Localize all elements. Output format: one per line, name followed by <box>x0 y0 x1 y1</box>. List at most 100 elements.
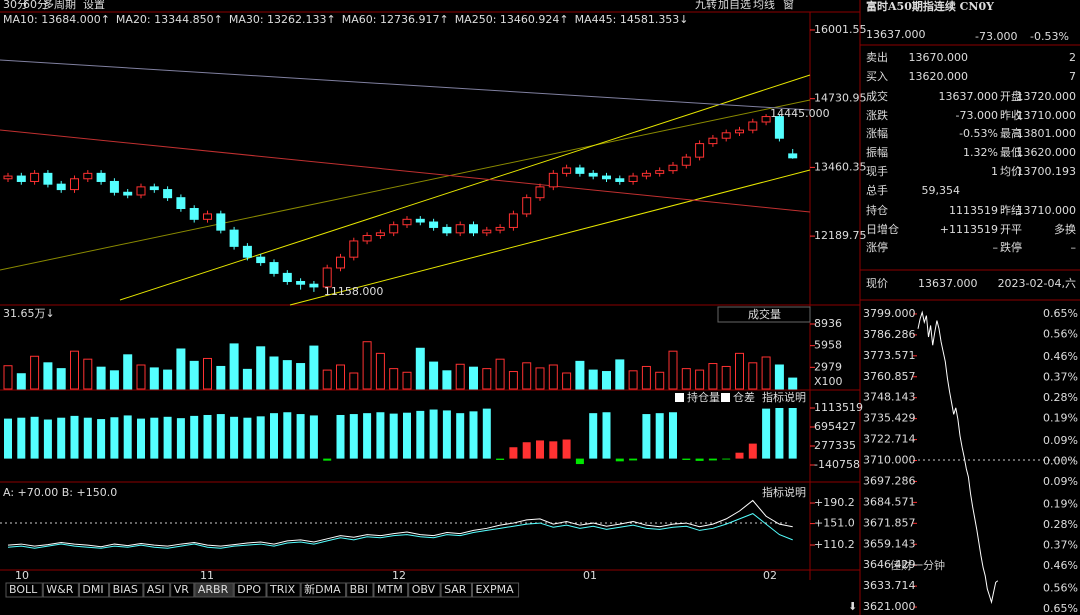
toolbar-button[interactable]: 60分 <box>23 0 48 11</box>
tab-frame[interactable] <box>170 582 195 598</box>
download-icon[interactable]: ⬇ <box>848 600 857 613</box>
oi-bar <box>735 452 744 459</box>
quote-cell: 13700.193 <box>1017 165 1077 178</box>
indicator-tab[interactable]: ASI <box>147 583 165 596</box>
tab-frame[interactable] <box>266 582 301 598</box>
tab-frame[interactable] <box>78 582 110 598</box>
quote-title: 富时A50期指连续 CN0Y <box>866 0 994 13</box>
volume-bar <box>296 363 306 390</box>
toolbar-button[interactable]: 九转 <box>695 0 717 11</box>
quote-cell: 13670.000 <box>909 51 969 64</box>
tab-frame[interactable] <box>194 582 234 598</box>
intraday-label: 现价 <box>866 277 888 290</box>
quote-cell: +1113519 <box>940 223 998 236</box>
toolbar-button[interactable]: 均线 <box>753 0 775 11</box>
y2-tick-label: 0.46% <box>1043 559 1078 572</box>
y-tick-label: -140758 <box>814 458 860 471</box>
y-tick-label: 3697.286 <box>863 474 916 487</box>
volume-bar <box>721 365 731 390</box>
candle-body <box>229 229 239 247</box>
checkbox[interactable] <box>721 393 730 402</box>
candle-body <box>482 229 492 234</box>
candle-body <box>442 226 452 234</box>
candle-body <box>176 197 186 210</box>
tab-frame[interactable] <box>408 582 441 598</box>
quote-cell: 13720.000 <box>1017 90 1077 103</box>
toolbar-button[interactable]: 多周期 <box>43 0 76 11</box>
volume-bar <box>469 366 478 390</box>
y-tick-label: 3710.000 <box>863 454 916 467</box>
checkbox-label[interactable]: 仓差 <box>733 390 755 404</box>
volume-bar <box>189 360 199 390</box>
indicator-tab[interactable]: DMI <box>82 583 103 596</box>
volume-bar <box>748 362 758 390</box>
oi-bar <box>536 440 544 459</box>
low-label: 11158.000 <box>324 285 384 298</box>
toolbar-button[interactable]: 30分 <box>3 0 28 11</box>
candle-body <box>548 172 558 188</box>
indicator-tab[interactable]: SAR <box>444 583 467 596</box>
tab-frame[interactable] <box>233 582 267 598</box>
toolbar-button[interactable]: 窗 <box>783 0 794 11</box>
volume-bar <box>548 364 558 390</box>
ma-legend: MA60: 12736.917↑ <box>342 13 449 26</box>
oi-bar <box>17 417 26 459</box>
toolbar-button[interactable]: 设置 <box>83 0 105 11</box>
volume-bar <box>429 361 439 390</box>
oi-bar <box>509 447 518 459</box>
indicator-params: A: +70.00 B: +150.0 <box>3 486 117 499</box>
volume-bar <box>402 371 412 390</box>
candle-body <box>575 167 585 174</box>
indicator-tab[interactable]: OBV <box>412 583 436 596</box>
indicator-tab[interactable]: 新DMA <box>304 582 341 596</box>
volume-bar <box>761 356 771 390</box>
oi-bar <box>203 414 212 459</box>
candle-body <box>30 172 40 182</box>
candle-body <box>83 172 93 180</box>
y2-tick-label: 0.28% <box>1043 518 1078 531</box>
y-tick-label: 3773.571 <box>863 349 916 362</box>
toolbar-button[interactable]: 加自选 <box>718 0 751 11</box>
indicator-tab[interactable]: DPO <box>237 583 261 596</box>
quote-cell: 振幅 <box>866 145 888 159</box>
indicator-tab[interactable]: MTM <box>377 583 403 596</box>
indicator-tab[interactable]: BIAS <box>113 583 138 596</box>
candle-body <box>163 189 173 199</box>
tab-frame[interactable] <box>471 582 520 598</box>
candle-body <box>415 218 425 223</box>
oi-bar <box>748 443 757 459</box>
tab-frame[interactable] <box>440 582 472 598</box>
indicator-select-label[interactable]: 成交量 <box>748 307 781 321</box>
tab-frame[interactable] <box>300 582 347 598</box>
oi-bar <box>336 414 345 459</box>
indicator-tab[interactable]: EXPMA <box>475 583 514 596</box>
y2-tick-label: 0.65% <box>1043 602 1078 615</box>
checkbox[interactable] <box>675 393 684 402</box>
oi-bar <box>4 418 12 459</box>
tab-frame[interactable] <box>346 582 374 598</box>
tab-frame[interactable] <box>5 582 43 598</box>
trend-channel <box>0 74 811 306</box>
quote-cell: 跌停 <box>1000 240 1022 254</box>
tab-frame[interactable] <box>373 582 409 598</box>
help-button[interactable]: 指标说明 <box>762 485 806 499</box>
volume-bar <box>83 358 93 390</box>
tab-frame[interactable] <box>143 582 171 598</box>
indicator-tab[interactable]: TRIX <box>269 583 296 596</box>
y2-tick-label: 0.09% <box>1043 434 1078 447</box>
oi-bar <box>30 416 39 459</box>
candle-body <box>43 172 53 185</box>
indicator-tab[interactable]: ARBR <box>198 583 229 596</box>
indicator-select[interactable] <box>717 306 811 323</box>
candle-body <box>668 164 678 172</box>
tab-frame[interactable] <box>109 582 144 598</box>
indicator-tab[interactable]: BBI <box>350 583 368 596</box>
indicator-tab[interactable]: BOLL <box>9 583 38 596</box>
tab-frame[interactable] <box>42 582 79 598</box>
volume-bar <box>216 365 226 390</box>
indicator-tab[interactable]: VR <box>174 583 190 596</box>
help-button[interactable]: 指标说明 <box>762 390 806 404</box>
candle-body <box>256 256 266 264</box>
indicator-tab[interactable]: W&R <box>46 583 73 596</box>
checkbox-label[interactable]: 持仓量 <box>687 390 720 404</box>
